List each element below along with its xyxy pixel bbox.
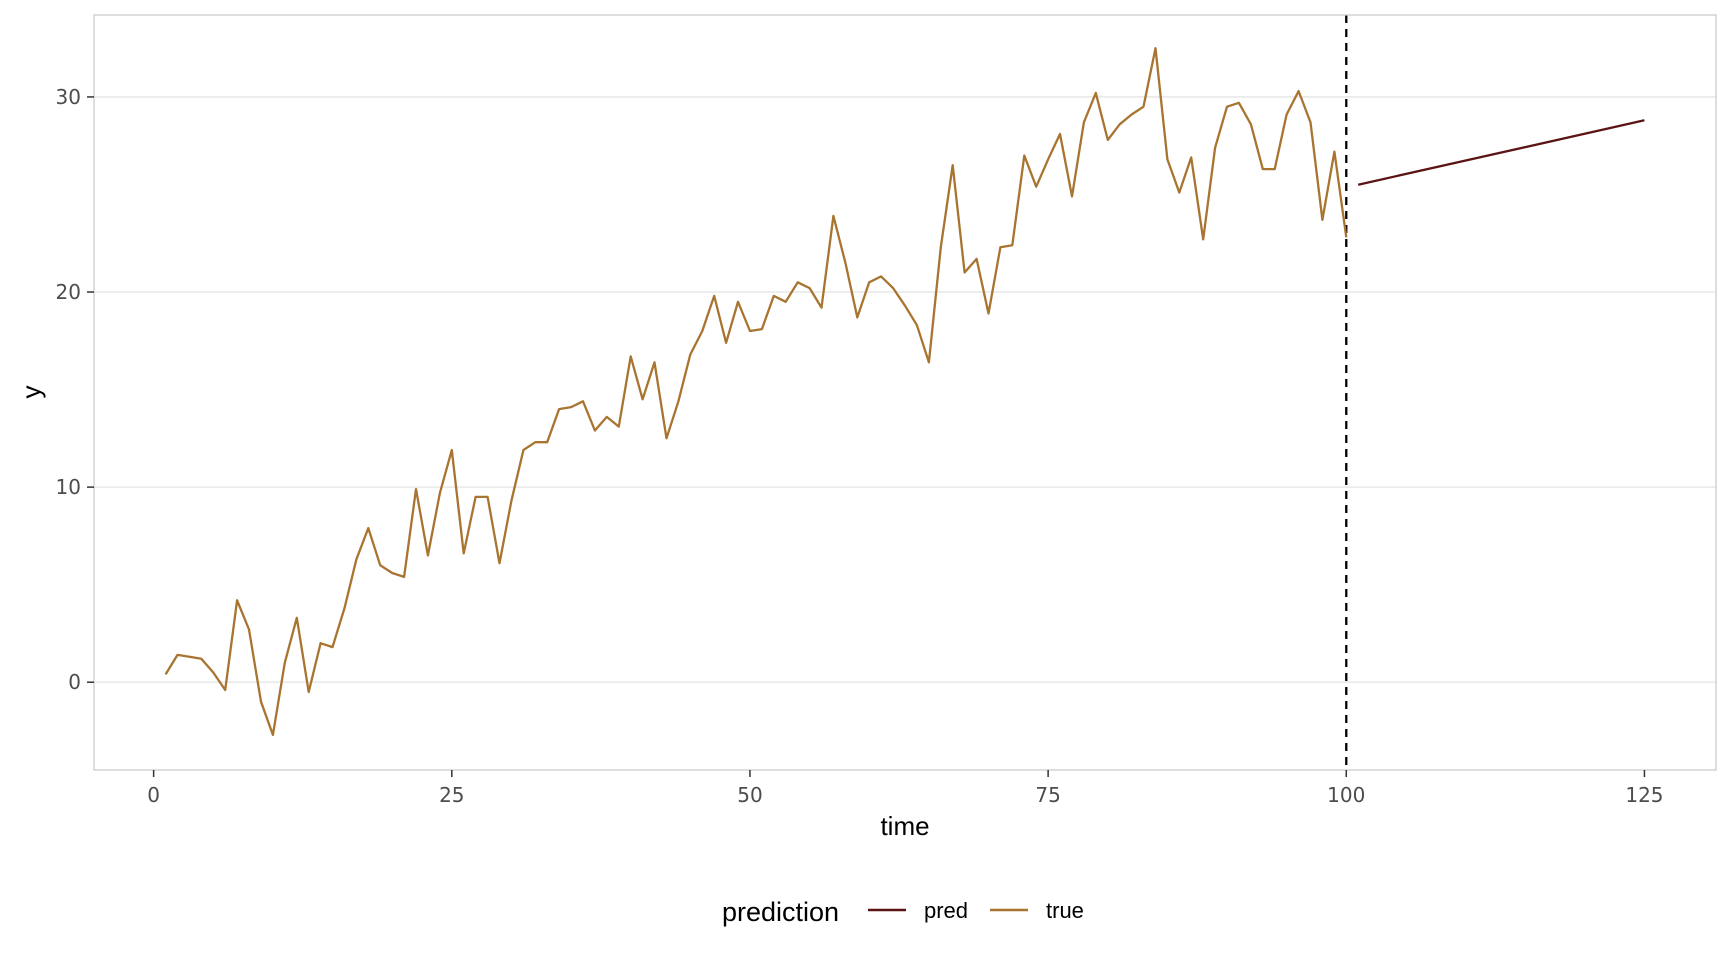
x-axis-title: time (880, 811, 929, 841)
x-tick-label-0: 0 (147, 783, 160, 807)
plot-border (93, 14, 1717, 771)
legend: prediction pred true (722, 897, 1084, 927)
x-tick-label-25: 25 (439, 783, 464, 807)
y-tick-label-10: 10 (56, 475, 81, 499)
y-axis: 0 10 20 30 (56, 85, 94, 694)
series-layer (164, 47, 1645, 737)
plot-background (94, 15, 1716, 770)
x-axis: 0 25 50 75 100 125 (147, 770, 1664, 807)
y-tick-label-30: 30 (56, 85, 81, 109)
legend-label-pred: pred (924, 898, 968, 923)
legend-title: prediction (722, 897, 839, 927)
series-line-true (164, 47, 1348, 737)
x-tick-label-100: 100 (1327, 783, 1365, 807)
x-tick-label-50: 50 (737, 783, 762, 807)
y-axis-title: y (16, 386, 46, 399)
gridlines (94, 96, 1716, 684)
series-line-pred (1357, 119, 1645, 186)
x-tick-label-75: 75 (1035, 783, 1060, 807)
y-tick-label-0: 0 (68, 670, 81, 694)
legend-label-true: true (1046, 898, 1084, 923)
y-tick-label-20: 20 (56, 280, 81, 304)
x-tick-label-125: 125 (1625, 783, 1663, 807)
